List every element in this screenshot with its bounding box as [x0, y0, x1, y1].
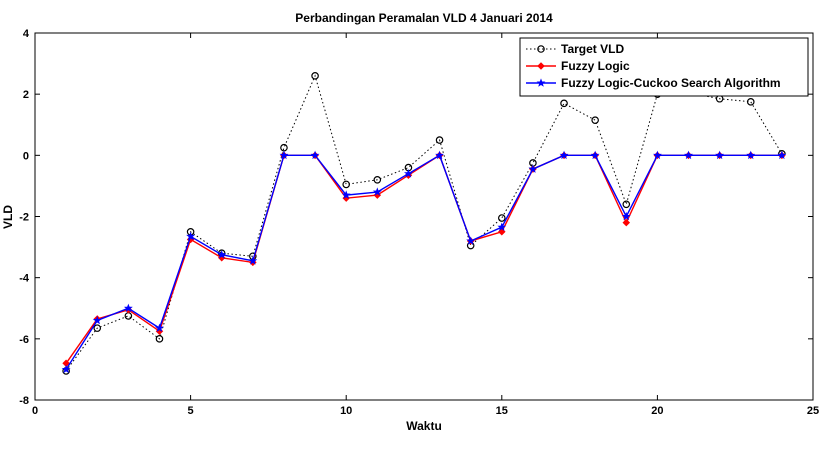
- series-2-point-10: [372, 187, 382, 196]
- series-2-point-8: [310, 150, 320, 160]
- series-2-point-19: [652, 150, 662, 160]
- series-2-point-11: [404, 169, 413, 178]
- y-tick-label-2: -4: [19, 273, 30, 285]
- series-0-point-9: [342, 180, 351, 189]
- series-2-point-9: [341, 190, 351, 199]
- series-2-point-21: [715, 150, 725, 160]
- x-tick-label-2: 10: [340, 405, 352, 417]
- series-0-point-17: [591, 116, 599, 124]
- series-0-point-10: [373, 176, 382, 184]
- legend-marker-1: [537, 62, 545, 70]
- series-2-point-22: [746, 150, 756, 160]
- legend: Target VLD Fuzzy Logic Fuzzy Logic-Cuckoo …: [519, 37, 809, 97]
- y-tick-label-1: -6: [19, 334, 29, 346]
- series-0-point-12: [435, 136, 444, 144]
- legend-label-2: Fuzzy Logic-Cuckoo Search Algorithm: [561, 76, 781, 90]
- x-tick-label-1: 5: [188, 405, 194, 417]
- y-tick-label-3: -2: [19, 212, 29, 224]
- series-2-point-15: [528, 164, 538, 173]
- series-0-point-8: [311, 72, 319, 80]
- series-0-point-14: [497, 214, 506, 222]
- series-2-point-1: [92, 315, 102, 325]
- series-2-point-4: [186, 231, 196, 241]
- legend-marker-2: [536, 78, 546, 87]
- series-layer: [61, 72, 787, 375]
- x-tick-label-0: 0: [32, 405, 38, 417]
- x-tick-label-3: 15: [496, 405, 508, 417]
- y-tick-label-4: 0: [23, 150, 29, 162]
- legend-marker-0: [537, 45, 545, 53]
- y-tick-label-5: 2: [23, 89, 29, 101]
- y-tick-label-6: 4: [23, 28, 30, 40]
- series-0-point-22: [746, 98, 755, 106]
- series-2-point-23: [777, 150, 787, 160]
- series-2-point-6: [248, 256, 258, 265]
- series-2-point-13: [466, 236, 476, 245]
- legend-box: [519, 37, 809, 97]
- legend-label-1: Fuzzy Logic: [561, 59, 630, 73]
- series-2-point-18: [621, 211, 631, 221]
- y-tick-label-0: -8: [19, 395, 29, 407]
- series-0-point-3: [155, 335, 164, 343]
- x-axis-label: Waktu: [406, 419, 442, 433]
- series-0-point-18: [622, 200, 631, 209]
- series-2-point-17: [590, 150, 600, 160]
- series-0-point-16: [560, 99, 568, 108]
- ticks-layer: 0 5 10 15 20 25 -8 -6 -4 -2 0 2 4: [19, 28, 819, 417]
- series-2-point-16: [559, 150, 569, 160]
- series-2: [61, 150, 787, 374]
- x-tick-label-5: 25: [807, 405, 819, 417]
- y-axis-label: VLD: [1, 205, 15, 229]
- series-2-point-14: [497, 222, 507, 231]
- series-2-point-3: [155, 323, 164, 332]
- series-2-point-7: [279, 150, 289, 160]
- series-2-point-20: [684, 150, 693, 160]
- series-2-point-2: [123, 303, 133, 313]
- series-2-point-12: [435, 150, 444, 160]
- legend-label-0: Target VLD: [561, 42, 624, 56]
- chart-title: Perbandingan Peramalan VLD 4 Januari 201…: [295, 11, 553, 25]
- series-2-line: [65, 154, 782, 370]
- series-1-point-18: [622, 218, 631, 227]
- series-2-point-0: [61, 364, 71, 374]
- series-0-point-1: [93, 324, 102, 332]
- x-tick-label-4: 20: [651, 405, 663, 417]
- series-2-point-5: [217, 250, 227, 259]
